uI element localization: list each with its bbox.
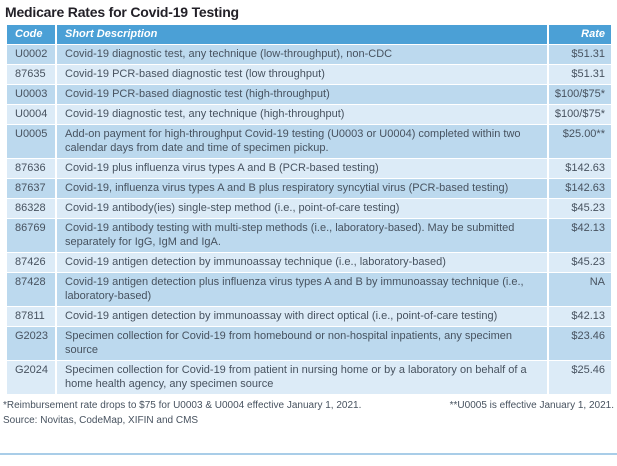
code-cell: 87636 bbox=[7, 159, 55, 178]
footnote-reimbursement: *Reimbursement rate drops to $75 for U00… bbox=[3, 400, 362, 411]
code-cell: U0003 bbox=[7, 85, 55, 104]
column-header-code: Code bbox=[7, 25, 55, 44]
bottom-rule-divider bbox=[0, 453, 617, 455]
table-row: 86328 Covid-19 antibody(ies) single-step… bbox=[7, 199, 611, 219]
description-cell: Covid-19 antigen detection by immunoassa… bbox=[55, 253, 547, 272]
table-row: 87636 Covid-19 plus influenza virus type… bbox=[7, 159, 611, 179]
page-title: Medicare Rates for Covid-19 Testing bbox=[5, 4, 239, 20]
table-row: 87635 Covid-19 PCR-based diagnostic test… bbox=[7, 65, 611, 85]
description-cell: Specimen collection for Covid-19 from pa… bbox=[55, 361, 547, 394]
description-cell: Covid-19 antibody(ies) single-step metho… bbox=[55, 199, 547, 218]
code-cell: U0002 bbox=[7, 45, 55, 64]
rate-cell: $23.46 bbox=[547, 327, 611, 360]
column-header-rate: Rate bbox=[547, 25, 611, 44]
table-row: U0002 Covid-19 diagnostic test, any tech… bbox=[7, 45, 611, 65]
code-cell: G2024 bbox=[7, 361, 55, 394]
rate-cell: $100/$75* bbox=[547, 105, 611, 124]
description-cell: Covid-19, influenza virus types A and B … bbox=[55, 179, 547, 198]
rate-cell: $142.63 bbox=[547, 159, 611, 178]
rate-cell: $25.00** bbox=[547, 125, 611, 158]
description-cell: Covid-19 antigen detection by immunoassa… bbox=[55, 307, 547, 326]
description-cell: Covid-19 antigen detection plus influenz… bbox=[55, 273, 547, 306]
table-row: 87428 Covid-19 antigen detection plus in… bbox=[7, 273, 611, 307]
description-cell: Specimen collection for Covid-19 from ho… bbox=[55, 327, 547, 360]
rate-cell: $42.13 bbox=[547, 219, 611, 252]
rate-cell: $100/$75* bbox=[547, 85, 611, 104]
description-cell: Covid-19 antibody testing with multi-ste… bbox=[55, 219, 547, 252]
code-cell: 87635 bbox=[7, 65, 55, 84]
table-header-row: Code Short Description Rate bbox=[7, 25, 611, 45]
code-cell: 86769 bbox=[7, 219, 55, 252]
table-row: 87426 Covid-19 antigen detection by immu… bbox=[7, 253, 611, 273]
description-cell: Covid-19 diagnostic test, any technique … bbox=[55, 45, 547, 64]
code-cell: U0004 bbox=[7, 105, 55, 124]
source-line: Source: Novitas, CodeMap, XIFIN and CMS bbox=[3, 415, 199, 426]
description-cell: Covid-19 diagnostic test, any technique … bbox=[55, 105, 547, 124]
table-row: G2024 Specimen collection for Covid-19 f… bbox=[7, 361, 611, 395]
rate-cell: NA bbox=[547, 273, 611, 306]
rate-cell: $45.23 bbox=[547, 199, 611, 218]
description-cell: Covid-19 PCR-based diagnostic test (low … bbox=[55, 65, 547, 84]
footnotes: *Reimbursement rate drops to $75 for U00… bbox=[3, 400, 614, 412]
rate-cell: $51.31 bbox=[547, 65, 611, 84]
code-cell: 86328 bbox=[7, 199, 55, 218]
table-row: G2023 Specimen collection for Covid-19 f… bbox=[7, 327, 611, 361]
table-row: U0005 Add-on payment for high-throughput… bbox=[7, 125, 611, 159]
rates-table: Code Short Description Rate U0002 Covid-… bbox=[7, 25, 611, 395]
description-cell: Covid-19 PCR-based diagnostic test (high… bbox=[55, 85, 547, 104]
rate-cell: $45.23 bbox=[547, 253, 611, 272]
rate-cell: $51.31 bbox=[547, 45, 611, 64]
table-row: 87637 Covid-19, influenza virus types A … bbox=[7, 179, 611, 199]
rate-cell: $142.63 bbox=[547, 179, 611, 198]
rate-cell: $42.13 bbox=[547, 307, 611, 326]
code-cell: 87428 bbox=[7, 273, 55, 306]
table-row: 86769 Covid-19 antibody testing with mul… bbox=[7, 219, 611, 253]
table-row: U0003 Covid-19 PCR-based diagnostic test… bbox=[7, 85, 611, 105]
column-header-description: Short Description bbox=[55, 25, 547, 44]
rate-cell: $25.46 bbox=[547, 361, 611, 394]
code-cell: G2023 bbox=[7, 327, 55, 360]
footnote-u0005: **U0005 is effective January 1, 2021. bbox=[449, 400, 614, 411]
table-row: 87811 Covid-19 antigen detection by immu… bbox=[7, 307, 611, 327]
code-cell: 87811 bbox=[7, 307, 55, 326]
code-cell: 87637 bbox=[7, 179, 55, 198]
table-body: U0002 Covid-19 diagnostic test, any tech… bbox=[7, 45, 611, 395]
description-cell: Add-on payment for high-throughput Covid… bbox=[55, 125, 547, 158]
description-cell: Covid-19 plus influenza virus types A an… bbox=[55, 159, 547, 178]
code-cell: U0005 bbox=[7, 125, 55, 158]
table-row: U0004 Covid-19 diagnostic test, any tech… bbox=[7, 105, 611, 125]
code-cell: 87426 bbox=[7, 253, 55, 272]
